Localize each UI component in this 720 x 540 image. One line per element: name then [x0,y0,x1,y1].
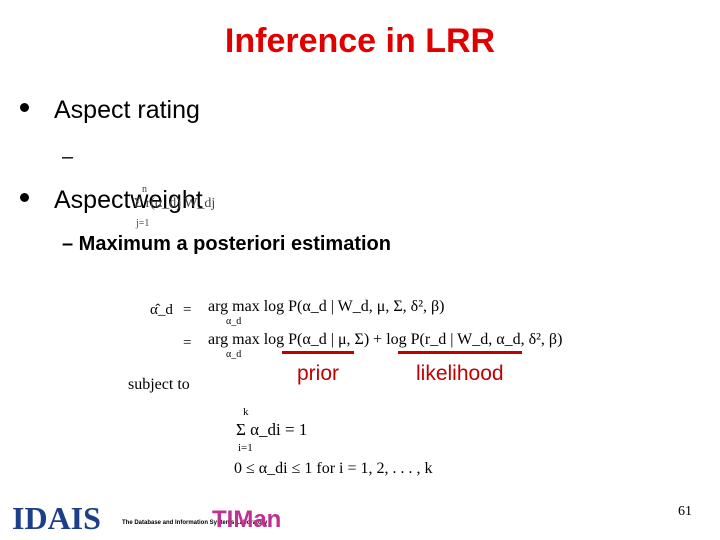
overlay-top: n [142,184,147,195]
bullet: Aspectweight [54,186,203,214]
math: 0 ≤ α_di ≤ 1 for i = 1, 2, . . . , k [234,460,433,477]
math: arg max log P(α_d | W_d, μ, Σ, δ², β) [208,298,445,315]
label: prior [297,362,340,385]
underline [398,351,522,354]
math: α_d [226,349,242,360]
logo: IDAIS [12,500,101,536]
label: likelihood [416,362,504,385]
lab-name: The Database and Information Systems Lab… [122,520,268,526]
math: k [243,406,249,418]
overlay-formula: Σ r(α_d) W_dj [134,196,216,211]
bullet-dot [20,103,29,112]
math: α̂_d [150,302,173,318]
math: Σ α_di = 1 [236,420,308,439]
math: subject to [128,376,190,393]
logo: TIMan [212,506,282,533]
math: = [183,302,192,318]
math: i=1 [238,442,253,454]
math: α_d [226,316,242,327]
bullet: Aspect rating [54,96,200,124]
title: Inference in LRR [224,22,496,60]
sub-bullet: – Maximum a posteriori estimation [62,233,391,255]
overlay-bottom: j=1 [136,218,150,229]
dash: – [62,146,74,168]
page-number: 61 [678,504,692,519]
bullet-dot [20,193,29,202]
underline [282,351,354,354]
math: = [183,335,192,351]
math: arg max log P(α_d | μ, Σ) + log P(r_d | … [208,331,563,348]
